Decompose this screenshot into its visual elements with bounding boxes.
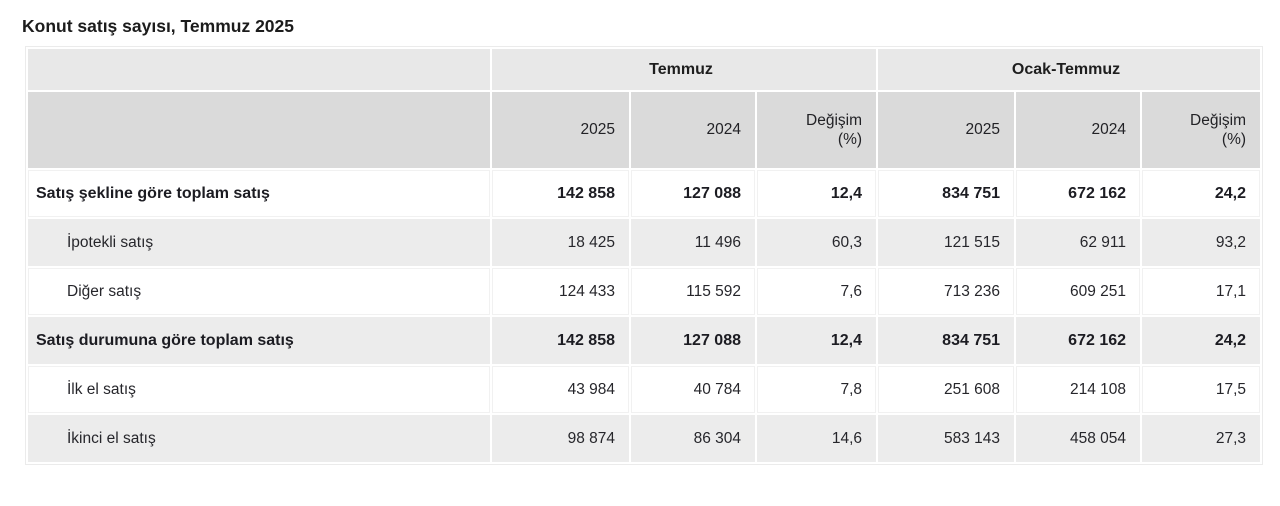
header-temmuz-2025: 2025 xyxy=(492,92,629,168)
row-label: İpotekli satış xyxy=(28,219,490,266)
header-corner-cell-2 xyxy=(28,92,490,168)
header-ocak-temmuz-change: Değişim (%) xyxy=(1142,92,1261,168)
page-title: Konut satış sayısı, Temmuz 2025 xyxy=(22,16,295,36)
cell-ocak-temmuz-change: 17,1 xyxy=(1142,268,1261,315)
cell-ocak-temmuz-2025: 834 751 xyxy=(878,317,1015,364)
cell-temmuz-change: 12,4 xyxy=(757,170,877,217)
cell-ocak-temmuz-2024: 609 251 xyxy=(1016,268,1141,315)
cell-temmuz-2024: 40 784 xyxy=(631,366,755,413)
cell-temmuz-2024: 127 088 xyxy=(631,317,755,364)
header-group-row: Temmuz Ocak-Temmuz xyxy=(28,49,1261,90)
cell-ocak-temmuz-2025: 251 608 xyxy=(878,366,1015,413)
table-row-mortgaged-sales: İpotekli satış 18 425 11 496 60,3 121 51… xyxy=(28,219,1261,266)
header-temmuz-change: Değişim (%) xyxy=(757,92,877,168)
cell-ocak-temmuz-change: 24,2 xyxy=(1142,170,1261,217)
change-label-line1: Değişim xyxy=(1190,112,1247,129)
housing-sales-table: Temmuz Ocak-Temmuz 2025 2024 Değişim (%)… xyxy=(25,46,1264,465)
cell-temmuz-2024: 86 304 xyxy=(631,415,755,462)
row-label: Diğer satış xyxy=(28,268,490,315)
table-row-first-hand-sales: İlk el satış 43 984 40 784 7,8 251 608 2… xyxy=(28,366,1261,413)
row-label: Satış durumuna göre toplam satış xyxy=(28,317,490,364)
cell-temmuz-change: 14,6 xyxy=(757,415,877,462)
cell-ocak-temmuz-2025: 834 751 xyxy=(878,170,1015,217)
row-label: İlk el satış xyxy=(28,366,490,413)
cell-ocak-temmuz-2024: 458 054 xyxy=(1016,415,1141,462)
cell-ocak-temmuz-2024: 214 108 xyxy=(1016,366,1141,413)
cell-ocak-temmuz-change: 24,2 xyxy=(1142,317,1261,364)
col-group-temmuz: Temmuz xyxy=(492,49,877,90)
cell-temmuz-2025: 98 874 xyxy=(492,415,629,462)
cell-ocak-temmuz-2024: 672 162 xyxy=(1016,317,1141,364)
cell-temmuz-change: 12,4 xyxy=(757,317,877,364)
table-row-other-sales: Diğer satış 124 433 115 592 7,6 713 236 … xyxy=(28,268,1261,315)
header-year-row: 2025 2024 Değişim (%) 2025 2024 Değişim … xyxy=(28,92,1261,168)
cell-ocak-temmuz-2024: 672 162 xyxy=(1016,170,1141,217)
cell-ocak-temmuz-change: 17,5 xyxy=(1142,366,1261,413)
row-label: İkinci el satış xyxy=(28,415,490,462)
change-label-line1: Değişim xyxy=(806,112,863,129)
header-ocak-temmuz-2024: 2024 xyxy=(1016,92,1141,168)
cell-temmuz-2025: 18 425 xyxy=(492,219,629,266)
table-wrapper: Temmuz Ocak-Temmuz 2025 2024 Değişim (%)… xyxy=(25,46,1264,465)
table-row-second-hand-sales: İkinci el satış 98 874 86 304 14,6 583 1… xyxy=(28,415,1261,462)
cell-temmuz-change: 7,6 xyxy=(757,268,877,315)
header-corner-cell xyxy=(28,49,490,90)
cell-temmuz-2025: 142 858 xyxy=(492,317,629,364)
change-label-line2: (%) xyxy=(837,131,863,148)
header-ocak-temmuz-2025: 2025 xyxy=(878,92,1015,168)
cell-ocak-temmuz-2025: 121 515 xyxy=(878,219,1015,266)
cell-ocak-temmuz-2025: 583 143 xyxy=(878,415,1015,462)
cell-temmuz-2024: 127 088 xyxy=(631,170,755,217)
cell-temmuz-2025: 43 984 xyxy=(492,366,629,413)
cell-temmuz-2024: 115 592 xyxy=(631,268,755,315)
table-row-sales-by-status-total: Satış durumuna göre toplam satış 142 858… xyxy=(28,317,1261,364)
cell-ocak-temmuz-change: 93,2 xyxy=(1142,219,1261,266)
cell-temmuz-change: 7,8 xyxy=(757,366,877,413)
cell-ocak-temmuz-2024: 62 911 xyxy=(1016,219,1141,266)
table-row-sales-by-type-total: Satış şekline göre toplam satış 142 858 … xyxy=(28,170,1261,217)
cell-ocak-temmuz-change: 27,3 xyxy=(1142,415,1261,462)
cell-temmuz-change: 60,3 xyxy=(757,219,877,266)
change-label-line2: (%) xyxy=(1221,131,1247,148)
header-temmuz-2024: 2024 xyxy=(631,92,755,168)
row-label: Satış şekline göre toplam satış xyxy=(28,170,490,217)
cell-temmuz-2024: 11 496 xyxy=(631,219,755,266)
cell-temmuz-2025: 124 433 xyxy=(492,268,629,315)
cell-ocak-temmuz-2025: 713 236 xyxy=(878,268,1015,315)
col-group-ocak-temmuz: Ocak-Temmuz xyxy=(878,49,1261,90)
cell-temmuz-2025: 142 858 xyxy=(492,170,629,217)
